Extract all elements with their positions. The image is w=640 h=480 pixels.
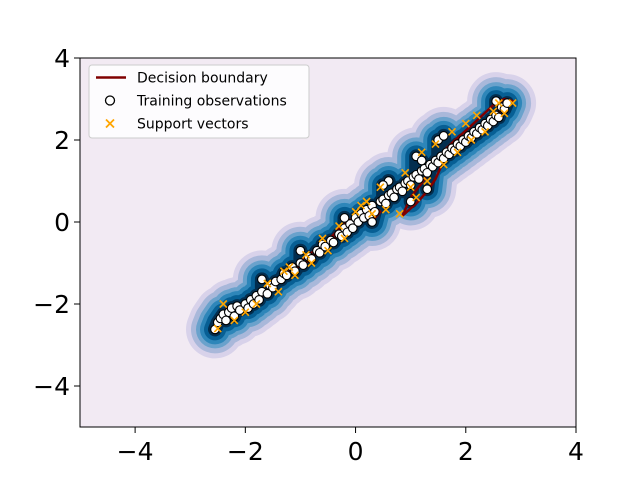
- training-point: [295, 245, 306, 256]
- support-vector-point: [219, 299, 228, 309]
- training-point: [414, 174, 424, 184]
- support-vector-point: [481, 127, 490, 136]
- legend-circle-marker: [104, 95, 116, 106]
- support-vector-point: [401, 168, 410, 177]
- x-tick-label: 2: [458, 437, 474, 466]
- support-vector-point: [290, 271, 299, 280]
- training-point: [389, 192, 399, 203]
- support-vector-point: [307, 258, 316, 268]
- training-point: [298, 260, 309, 270]
- support-vector-point: [376, 183, 385, 192]
- support-vector-point: [263, 279, 272, 288]
- training-point: [438, 131, 449, 141]
- y-tick-label: −4: [33, 372, 70, 401]
- support-vector-point: [489, 107, 498, 116]
- support-vector-point: [439, 160, 448, 169]
- plot-frame: [79, 57, 577, 428]
- training-point: [314, 247, 325, 258]
- support-vector-point: [213, 324, 222, 333]
- x-axis: −4 −2 0 2 4: [117, 427, 584, 466]
- support-vector-point: [279, 267, 288, 276]
- training-point: [257, 274, 267, 285]
- support-vector-point: [508, 99, 517, 108]
- legend-label-decision-boundary: Decision boundary: [137, 71, 268, 87]
- training-point: [416, 155, 427, 166]
- support-vector-point: [494, 99, 503, 108]
- y-tick-label: 2: [54, 126, 70, 155]
- training-point: [397, 186, 408, 197]
- support-vector-point: [318, 234, 327, 243]
- training-point: [281, 270, 292, 281]
- legend-x-marker: [105, 118, 115, 129]
- legend-label-training-observations: Training observations: [136, 94, 287, 110]
- training-point: [328, 237, 339, 248]
- training-point: [367, 217, 377, 227]
- training-point: [347, 223, 358, 234]
- support-vector-point: [340, 234, 349, 243]
- support-vector-point: [447, 127, 457, 136]
- support-vector-point: [230, 316, 239, 325]
- support-vector-point: [417, 148, 426, 157]
- support-vector-point: [252, 299, 261, 309]
- training-point: [502, 98, 512, 108]
- training-point: [339, 213, 350, 223]
- support-vector-point: [453, 148, 462, 157]
- support-vector-point: [461, 119, 470, 128]
- x-tick-label: 0: [348, 437, 364, 466]
- x-tick-label: −2: [227, 437, 264, 466]
- support-vector-point: [285, 263, 294, 272]
- support-vector-point: [301, 250, 311, 259]
- y-tick-label: 0: [54, 208, 70, 237]
- training-observations: [210, 96, 512, 335]
- support-vector-point: [467, 135, 476, 145]
- support-vector-point: [500, 109, 509, 118]
- support-vector-point: [423, 176, 432, 186]
- support-vector-point: [362, 197, 371, 206]
- support-vectors: [213, 99, 517, 333]
- support-vector-point: [412, 193, 421, 202]
- support-vector-point: [395, 209, 404, 218]
- training-point: [320, 241, 331, 252]
- y-tick-label: 4: [54, 44, 70, 73]
- y-axis: −4 −2 0 2 4: [33, 44, 80, 401]
- x-tick-label: 4: [568, 437, 584, 466]
- training-point: [493, 112, 504, 123]
- support-vector-point: [472, 111, 481, 120]
- legend-box: [88, 64, 310, 139]
- training-point: [221, 315, 231, 326]
- support-vector-point: [274, 287, 283, 296]
- training-point: [422, 184, 433, 195]
- support-vector-point: [357, 201, 366, 210]
- training-point: [405, 196, 416, 207]
- legend: Decision boundary Training observations …: [88, 64, 310, 139]
- support-vector-point: [431, 140, 440, 149]
- support-vector-point: [368, 209, 377, 218]
- support-vector-point: [406, 183, 415, 192]
- x-tick-label: −4: [117, 437, 154, 466]
- y-tick-label: −2: [33, 290, 70, 319]
- support-vector-point: [334, 222, 344, 231]
- support-vector-point: [381, 205, 390, 214]
- legend-label-support-vectors: Support vectors: [137, 117, 249, 133]
- support-vector-point: [323, 246, 333, 255]
- support-vector-point: [241, 308, 250, 317]
